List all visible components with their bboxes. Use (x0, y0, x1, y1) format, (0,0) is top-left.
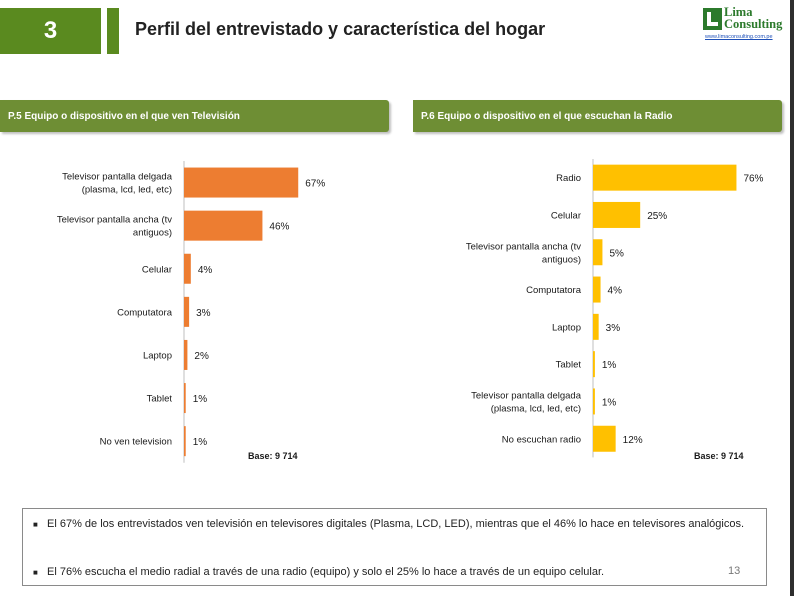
radio-chart-base-note: Base: 9 714 (694, 451, 744, 461)
page-number: 13 (728, 565, 741, 577)
tv-category-label: Celular (142, 264, 172, 275)
note-item: ■ El 76% escucha el medio radial a travé… (33, 565, 747, 580)
tv-value-label: 1% (193, 394, 208, 405)
tv-category-label: Computatora (117, 307, 173, 318)
radio-value-label: 4% (608, 286, 623, 297)
radio-bar (593, 425, 616, 452)
radio-category-label: No escuchan radio (502, 434, 581, 445)
tv-category-label: Televisor pantalla delgada (plasma, lcd, … (62, 172, 173, 196)
tv-bar (184, 253, 191, 284)
radio-category-label: Tablet (556, 360, 582, 371)
logo-wordmark: Lima Consulting (724, 5, 783, 31)
logo-name-line1: Lima (724, 5, 753, 19)
radio-bar (593, 276, 601, 303)
tv-value-label: 67% (305, 179, 325, 190)
radio-bar (593, 388, 595, 415)
radio-bar (593, 164, 737, 191)
radio-category-label: Televisor pantalla ancha (tv antiguos) (466, 241, 581, 265)
radio-category-label: Computatora (526, 285, 582, 296)
note-item: ■ El 67% de los entrevistados ven televi… (33, 517, 747, 532)
tv-value-label: 3% (196, 308, 211, 319)
tv-bar (184, 383, 186, 414)
radio-value-label: 25% (647, 211, 667, 222)
tv-bar (184, 426, 186, 457)
radio-bar (593, 313, 599, 340)
company-logo: Lima Consulting www.limaconsulting.com.p… (703, 6, 788, 44)
radio-chart-title: P.6 Equipo o dispositivo en el que escuc… (413, 100, 782, 132)
tv-value-label: 2% (194, 351, 209, 362)
tv-value-label: 4% (198, 265, 213, 276)
tv-bar (184, 339, 188, 370)
radio-value-label: 12% (623, 435, 643, 446)
notes-box: ■ El 67% de los entrevistados ven televi… (22, 508, 767, 586)
radio-value-label: 1% (602, 397, 617, 408)
radio-value-label: 5% (609, 248, 624, 259)
tv-category-label: Televisor pantalla ancha (tv antiguos) (57, 215, 172, 239)
right-edge-rule (790, 0, 794, 596)
radio-bar (593, 239, 603, 266)
note-text: El 67% de los entrevistados ven televisi… (47, 518, 745, 530)
tv-chart-base-note: Base: 9 714 (248, 451, 298, 461)
radio-value-label: 1% (602, 360, 617, 371)
logo-url-link[interactable]: www.limaconsulting.com.pe (705, 34, 773, 40)
tv-category-label: Tablet (147, 394, 173, 405)
radio-value-label: 3% (606, 323, 621, 334)
bullet-icon: ■ (33, 568, 38, 577)
tv-bar (184, 210, 263, 241)
logo-name-line2: Consulting (724, 17, 783, 31)
radio-category-label: Laptop (552, 322, 581, 333)
radio-category-label: Televisor pantalla delgada (plasma, lcd, … (471, 390, 582, 414)
radio-value-label: 76% (743, 174, 763, 185)
radio-bar (593, 351, 595, 378)
radio-category-label: Celular (551, 210, 581, 221)
tv-category-label: Laptop (143, 350, 172, 361)
title-accent-bar (107, 8, 119, 54)
tv-value-label: 46% (269, 222, 289, 233)
page-title: Perfil del entrevistado y característica… (135, 19, 546, 39)
tv-value-label: 1% (193, 437, 208, 448)
tv-bar (184, 296, 190, 327)
section-number-badge: 3 (0, 8, 101, 54)
note-text: El 76% escucha el medio radial a través … (47, 566, 605, 578)
tv-category-label: No ven television (100, 437, 172, 448)
tv-bar (184, 167, 299, 198)
logo-mark-icon (703, 8, 722, 30)
bullet-icon: ■ (33, 520, 38, 529)
tv-chart-title: P.5 Equipo o dispositivo en el que ven T… (0, 100, 389, 132)
radio-bar (593, 201, 641, 228)
radio-category-label: Radio (556, 173, 581, 184)
